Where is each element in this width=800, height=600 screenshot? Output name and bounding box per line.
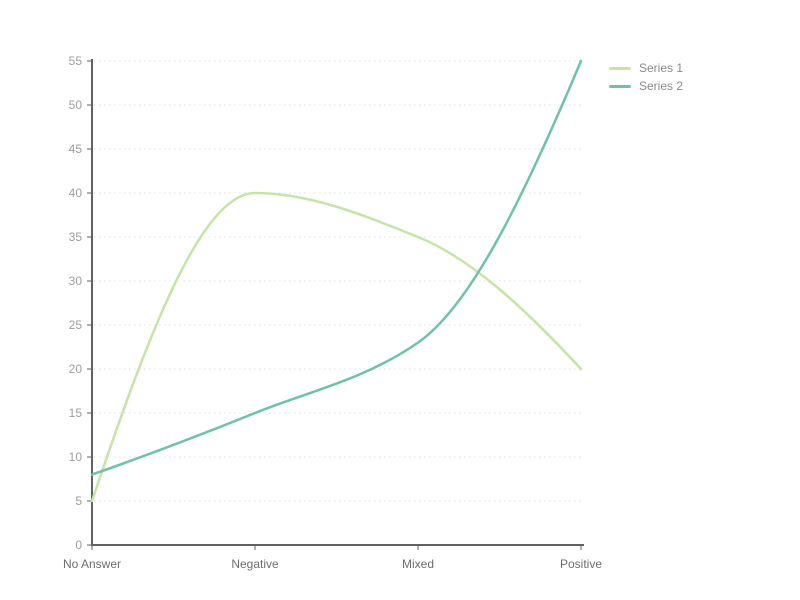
series-1-line[interactable] bbox=[90, 191, 583, 503]
legend-label-series-2: Series 2 bbox=[639, 79, 684, 93]
y-tick-label-0: 0 bbox=[75, 538, 82, 552]
series-1-line-swatch bbox=[609, 66, 631, 70]
y-tick-label-20: 20 bbox=[69, 362, 83, 376]
y-tick-label-35: 35 bbox=[69, 230, 83, 244]
series-2-line-swatch bbox=[609, 84, 631, 88]
legend-item-series-1[interactable]: Series 1 bbox=[609, 61, 683, 75]
y-tick-label-5: 5 bbox=[75, 494, 82, 508]
y-tick-label-55: 55 bbox=[69, 54, 83, 68]
y-tick-label-15: 15 bbox=[69, 406, 83, 420]
legend: Series 1 Series 2 bbox=[609, 61, 683, 93]
y-tick-label-45: 45 bbox=[69, 142, 83, 156]
y-tick-label-25: 25 bbox=[69, 318, 83, 332]
legend-item-series-2[interactable]: Series 2 bbox=[609, 79, 683, 93]
y-tick-label-40: 40 bbox=[69, 186, 83, 200]
x-tick-label-3: Positive bbox=[560, 557, 602, 571]
x-tick-label-1: Negative bbox=[231, 557, 279, 571]
x-tick-label-2: Mixed bbox=[402, 557, 434, 571]
legend-label-series-1: Series 1 bbox=[639, 61, 684, 75]
y-tick-label-10: 10 bbox=[69, 450, 83, 464]
y-tick-label-50: 50 bbox=[69, 98, 83, 112]
series-2-line[interactable] bbox=[90, 59, 583, 476]
x-tick-label-0: No Answer bbox=[63, 557, 121, 571]
y-tick-label-30: 30 bbox=[69, 274, 83, 288]
